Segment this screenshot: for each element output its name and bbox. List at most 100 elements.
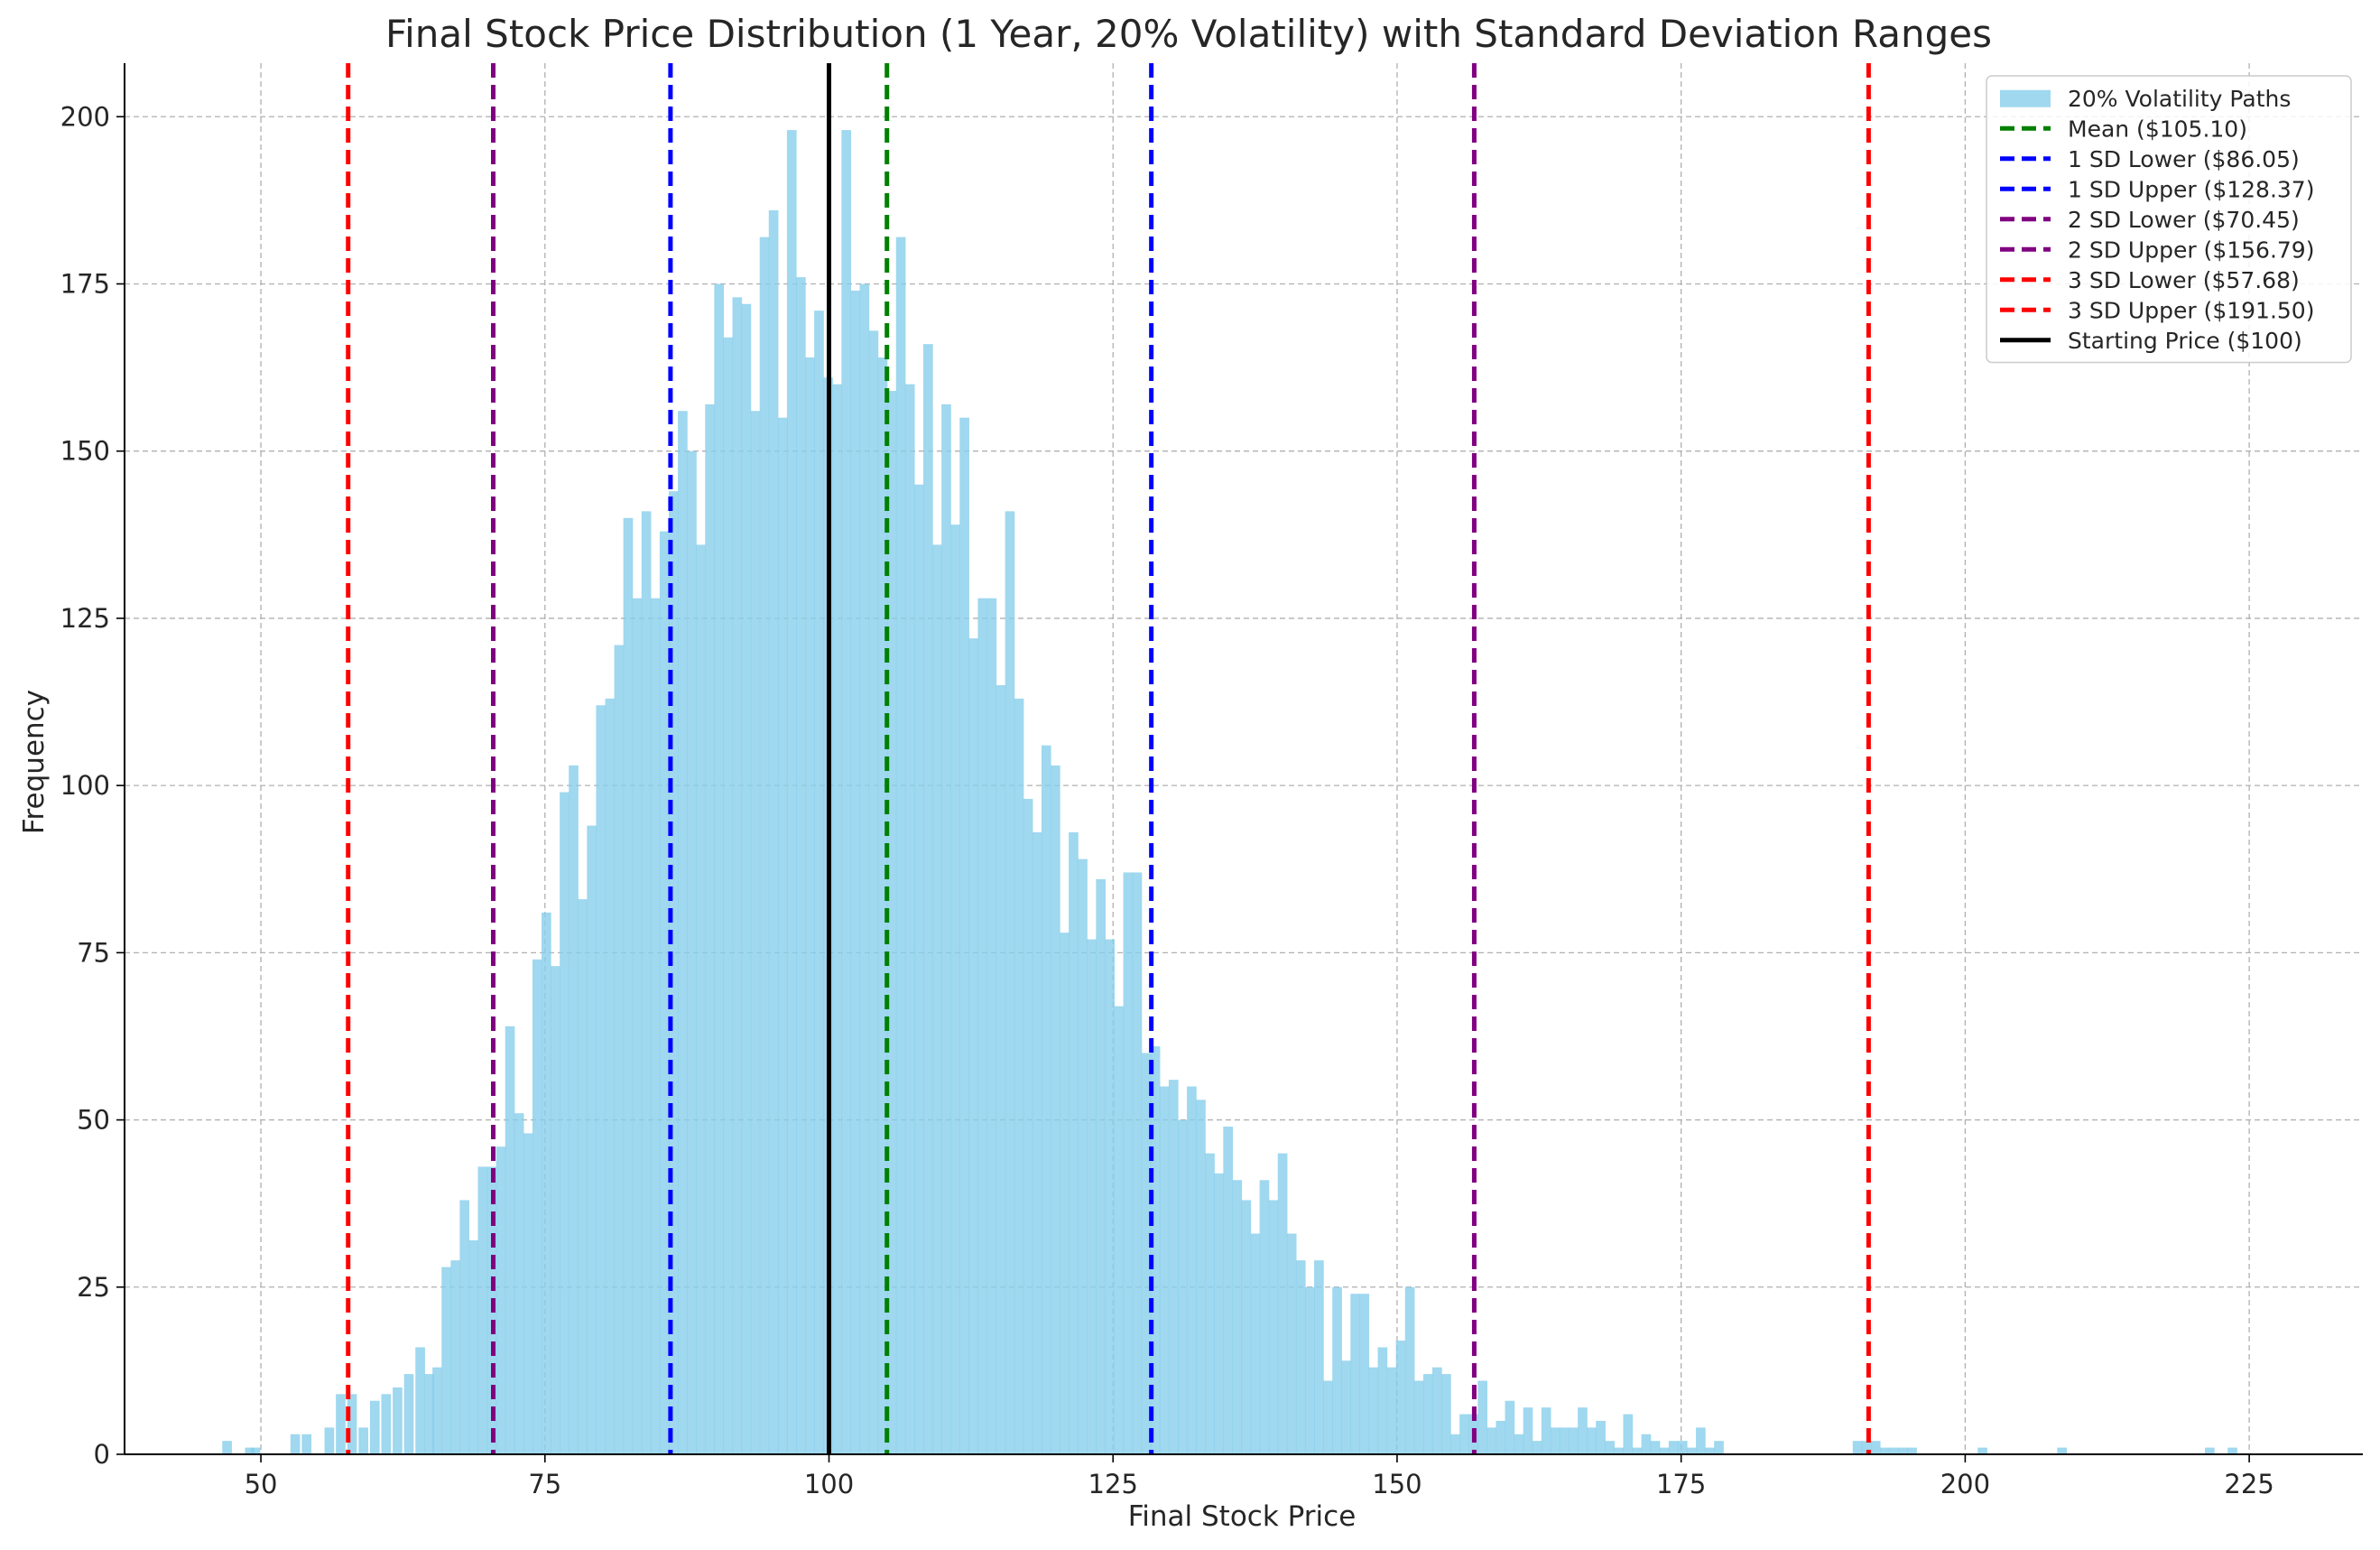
histogram-bar xyxy=(1696,1427,1706,1454)
histogram-bar xyxy=(1496,1420,1506,1454)
histogram-bar xyxy=(569,765,579,1454)
histogram-bar xyxy=(415,1347,425,1454)
histogram-bar xyxy=(1105,939,1116,1454)
histogram-bar xyxy=(1870,1441,1881,1454)
histogram-bar xyxy=(650,598,661,1454)
histogram-bar xyxy=(705,404,715,1455)
x-tick-label: 100 xyxy=(804,1469,854,1499)
x-axis-title: Final Stock Price xyxy=(1128,1500,1357,1533)
histogram-bar xyxy=(1159,1086,1170,1454)
histogram-bar xyxy=(732,297,743,1455)
histogram-bar xyxy=(1223,1126,1234,1454)
legend: 20% Volatility Paths Mean ($105.10) 1 SD L… xyxy=(1986,75,2352,364)
histogram-bar xyxy=(1023,798,1033,1454)
histogram-bar xyxy=(505,1026,515,1454)
histogram-bar xyxy=(1505,1400,1515,1454)
histogram-bar xyxy=(1060,933,1070,1454)
legend-swatch xyxy=(2000,89,2051,107)
x-tick-label: 200 xyxy=(1940,1469,1990,1499)
histogram-bar xyxy=(2227,1447,2237,1454)
histogram-bar xyxy=(358,1427,369,1454)
histogram-bar xyxy=(1323,1380,1333,1454)
histogram-bar xyxy=(1150,1046,1161,1454)
histogram-bar xyxy=(495,1146,506,1454)
histogram-bar xyxy=(381,1394,392,1454)
histogram-bar xyxy=(459,1200,470,1454)
legend-label: 1 SD Lower ($86.05) xyxy=(2068,146,2300,172)
histogram-bar xyxy=(1005,511,1015,1454)
x-tick-label: 75 xyxy=(528,1469,561,1499)
legend-label: Starting Price ($100) xyxy=(2068,328,2302,354)
histogram-bar xyxy=(1977,1447,1987,1454)
histogram-bar xyxy=(2057,1447,2068,1454)
histogram-bar xyxy=(1087,939,1097,1454)
legend-label: 20% Volatility Paths xyxy=(2068,86,2291,112)
histogram-bar xyxy=(1641,1434,1652,1454)
y-tick-label: 75 xyxy=(77,937,110,968)
histogram-bar xyxy=(1705,1447,1715,1454)
histogram-bar xyxy=(1295,1260,1306,1454)
histogram-bar xyxy=(1205,1153,1215,1454)
histogram-bar xyxy=(514,1113,524,1454)
histogram-bar xyxy=(859,283,870,1454)
histogram-bar xyxy=(1587,1427,1597,1454)
histogram-bar xyxy=(1096,878,1107,1454)
histogram-bar xyxy=(1032,831,1042,1454)
histogram-bar xyxy=(723,337,734,1454)
histogram-bar xyxy=(977,598,988,1454)
histogram-bars xyxy=(222,130,2237,1455)
legend-label: Mean ($105.10) xyxy=(2068,116,2247,142)
histogram-bar xyxy=(850,290,861,1454)
histogram-bar xyxy=(324,1427,335,1454)
histogram-bar xyxy=(1450,1434,1460,1454)
y-axis-title: Frequency xyxy=(18,690,51,834)
histogram-bar xyxy=(1659,1447,1670,1454)
legend-box xyxy=(1986,75,2352,364)
histogram-bar xyxy=(1686,1447,1697,1454)
histogram-bar xyxy=(1250,1233,1261,1454)
histogram-bar xyxy=(523,1133,533,1454)
histogram-bar xyxy=(468,1239,479,1454)
histogram-bar xyxy=(1431,1367,1442,1454)
histogram-bar xyxy=(1907,1447,1917,1454)
chart-title: Final Stock Price Distribution (1 Year, … xyxy=(385,12,1992,56)
histogram-bar xyxy=(477,1166,488,1454)
histogram-bar xyxy=(1650,1441,1661,1454)
histogram-bar xyxy=(632,598,643,1454)
histogram-bar xyxy=(1596,1420,1606,1454)
histogram-bar xyxy=(841,130,852,1454)
histogram-bar xyxy=(1014,698,1024,1454)
histogram-bar xyxy=(1614,1447,1625,1454)
histogram-bar xyxy=(1368,1367,1379,1454)
histogram-bar xyxy=(768,209,779,1455)
y-tick-label: 0 xyxy=(94,1439,110,1470)
histogram-bar xyxy=(1359,1294,1370,1454)
histogram-bar xyxy=(1050,765,1060,1454)
histogram-bar xyxy=(750,411,761,1454)
histogram-bar xyxy=(424,1374,435,1454)
histogram-bar xyxy=(996,685,1006,1454)
histogram-bar xyxy=(1241,1200,1252,1454)
histogram-bar xyxy=(1879,1447,1890,1454)
histogram-bar xyxy=(1341,1360,1351,1454)
histogram-bar xyxy=(1898,1447,1908,1454)
histogram-bar xyxy=(1413,1380,1424,1454)
y-tick-label: 25 xyxy=(77,1272,110,1303)
histogram-bar xyxy=(1889,1447,1899,1454)
histogram-bar xyxy=(1422,1374,1433,1454)
histogram-bar xyxy=(1677,1441,1688,1454)
histogram-bar xyxy=(868,330,879,1454)
histogram-bar xyxy=(895,237,906,1454)
histogram-bar xyxy=(369,1400,380,1454)
histogram-bar xyxy=(950,524,960,1454)
histogram-bar xyxy=(551,966,560,1454)
histogram-bar xyxy=(941,404,951,1455)
histogram-bar xyxy=(1569,1427,1579,1454)
x-tick-label: 225 xyxy=(2224,1469,2274,1499)
histogram-bar xyxy=(301,1434,312,1454)
histogram-bar xyxy=(1069,831,1079,1454)
histogram-bar xyxy=(614,645,625,1454)
y-tick-label: 125 xyxy=(60,603,110,634)
histogram-bar xyxy=(986,598,997,1454)
histogram-bar xyxy=(1459,1414,1469,1454)
